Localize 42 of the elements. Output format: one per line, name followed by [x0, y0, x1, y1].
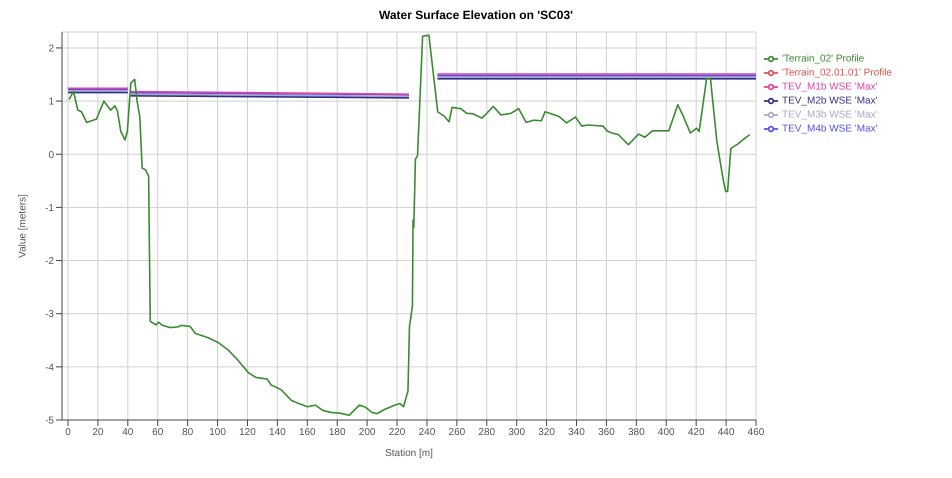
- x-tick-label: 380: [628, 427, 646, 438]
- x-tick-label: 440: [718, 427, 735, 438]
- y-axis-title: Value [meters]: [18, 194, 29, 258]
- x-tick-label: 0: [65, 427, 72, 438]
- x-tick-label: 80: [182, 427, 194, 438]
- legend-label: TEV_M4b WSE 'Max': [782, 124, 878, 135]
- x-tick-label: 120: [239, 427, 256, 438]
- legend-label: 'Terrain_02' Profile: [782, 54, 864, 65]
- y-tick-label: -4: [45, 362, 54, 374]
- x-tick-label: 240: [418, 427, 436, 438]
- legend-label: TEV_M1b WSE 'Max': [782, 82, 878, 93]
- x-tick-label: 160: [298, 427, 316, 438]
- x-tick-label: 200: [358, 427, 376, 438]
- legend-label: TEV_M2b WSE 'Max': [782, 96, 878, 107]
- y-tick-label: -5: [45, 416, 54, 427]
- x-tick-label: 180: [328, 427, 346, 438]
- x-tick-label: 460: [748, 427, 765, 438]
- x-tick-label: 40: [122, 427, 134, 438]
- y-tick-label: -3: [45, 309, 54, 320]
- x-tick-label: 140: [269, 427, 286, 438]
- x-tick-label: 400: [658, 427, 676, 438]
- chart-title: Water Surface Elevation on 'SC03': [378, 8, 574, 24]
- x-tick-label: 20: [92, 427, 104, 438]
- x-tick-label: 260: [448, 427, 466, 438]
- x-tick-label: 420: [688, 427, 705, 438]
- y-tick-label: 0: [48, 150, 54, 161]
- x-tick-label: 340: [568, 427, 586, 438]
- x-tick-label: 60: [152, 427, 164, 438]
- x-tick-label: 280: [478, 427, 496, 438]
- x-tick-label: 300: [508, 427, 526, 438]
- y-tick-label: -1: [45, 202, 54, 214]
- legend-label: 'Terrain_02.01.01' Profile: [782, 68, 892, 79]
- line-series: [68, 34, 751, 416]
- x-tick-label: 100: [209, 427, 226, 438]
- x-axis-title: Station [m]: [385, 448, 434, 459]
- x-tick-label: 220: [388, 427, 406, 438]
- x-tick-label: 360: [598, 427, 616, 438]
- x-tick-label: 320: [538, 427, 556, 438]
- y-tick-label: 2: [48, 43, 54, 54]
- y-tick-label: -2: [45, 256, 54, 268]
- y-tick-label: 1: [48, 96, 54, 108]
- legend-label: TEV_M3b WSE 'Max': [782, 110, 878, 121]
